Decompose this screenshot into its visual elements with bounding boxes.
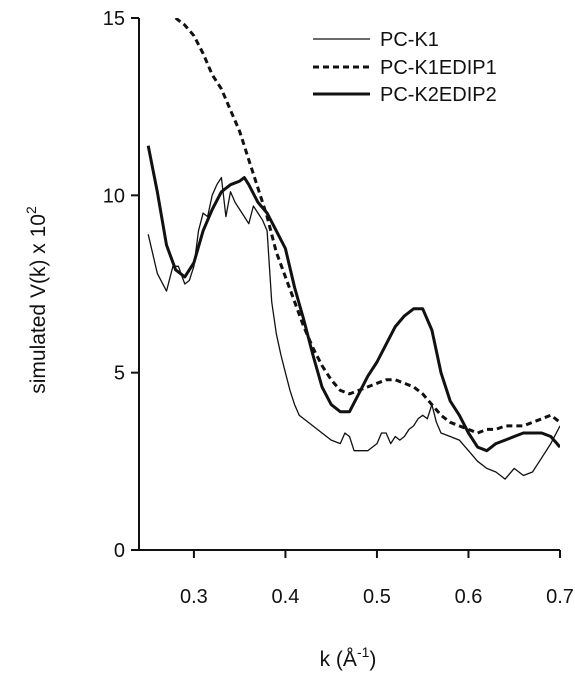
series-line-pc-k1 [147, 176, 560, 480]
x-axis-title-base: k (Å [320, 648, 357, 671]
y-axis-title: simulated V(k) x 102 [23, 206, 50, 394]
x-axis-title: k (Å-1) [320, 644, 377, 671]
x-tick-label: 0.6 [455, 586, 483, 608]
series-line-pc-k2edip2 [146, 145, 560, 453]
legend-label-pc-k1: PC-K1 [380, 29, 439, 51]
series-layer [146, 18, 560, 480]
x-axis-title-sup: -1 [357, 644, 370, 660]
y-tick-label: 10 [103, 185, 125, 207]
axes [138, 18, 560, 551]
x-axis-title-close: ) [369, 648, 376, 671]
y-tick-label: 5 [114, 363, 125, 385]
legend-label-pc-k1edip1: PC-K1EDIP1 [380, 57, 497, 79]
y-tick-label: 15 [103, 8, 125, 30]
legend: PC-K1 PC-K1EDIP1 PC-K2EDIP2 [313, 29, 497, 106]
y-axis-title-sup: 2 [23, 206, 39, 214]
y-axis-title-base: simulated V(k) x 10 [27, 214, 50, 394]
x-tick-label: 0.3 [180, 586, 208, 608]
x-tick-label: 0.7 [546, 586, 574, 608]
legend-label-pc-k2edip2: PC-K2EDIP2 [380, 84, 497, 106]
series-line-pc-k1edip1 [174, 18, 560, 435]
y-tick-label: 0 [114, 540, 125, 562]
x-ticks: 0.3 0.4 0.5 0.6 0.7 [180, 550, 574, 608]
y-ticks: 0 5 10 15 [103, 8, 139, 562]
x-tick-label: 0.5 [363, 586, 391, 608]
x-tick-label: 0.4 [272, 586, 300, 608]
